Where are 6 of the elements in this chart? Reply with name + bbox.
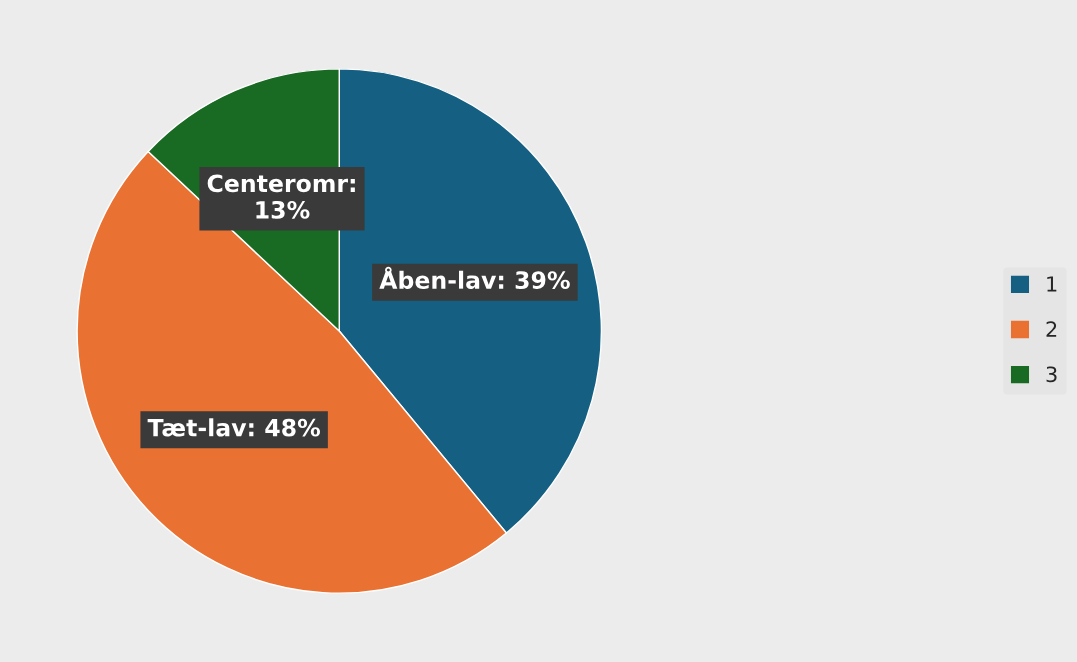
data-label: Centeromr: 13%: [207, 174, 355, 219]
data-label: Åben-lav: 39%: [379, 266, 570, 290]
legend-label: 2: [1046, 321, 1057, 337]
data-label: Tæt-lav: 48%: [147, 418, 321, 437]
legend-label: 3: [1046, 366, 1057, 383]
legend-label: 1: [1047, 276, 1057, 292]
